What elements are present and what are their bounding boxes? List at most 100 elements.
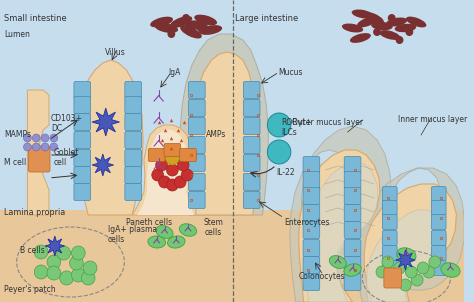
FancyBboxPatch shape — [384, 268, 401, 288]
FancyBboxPatch shape — [431, 261, 446, 275]
Ellipse shape — [441, 263, 460, 277]
Polygon shape — [132, 125, 201, 215]
FancyBboxPatch shape — [344, 172, 361, 188]
Text: Lamina propria: Lamina propria — [4, 208, 65, 217]
Circle shape — [174, 176, 186, 188]
Polygon shape — [290, 126, 392, 302]
Ellipse shape — [357, 17, 377, 27]
Circle shape — [394, 262, 405, 274]
FancyBboxPatch shape — [74, 114, 91, 130]
FancyBboxPatch shape — [189, 155, 205, 172]
Text: Peyer's patch: Peyer's patch — [4, 285, 55, 294]
Ellipse shape — [397, 248, 416, 262]
Ellipse shape — [194, 15, 217, 25]
FancyBboxPatch shape — [125, 114, 142, 130]
Circle shape — [41, 143, 49, 151]
Circle shape — [83, 261, 97, 275]
Circle shape — [24, 143, 31, 151]
FancyBboxPatch shape — [164, 143, 181, 156]
Polygon shape — [306, 162, 378, 302]
Ellipse shape — [156, 226, 173, 238]
FancyBboxPatch shape — [243, 137, 260, 153]
Polygon shape — [92, 108, 119, 136]
Circle shape — [47, 266, 61, 280]
Circle shape — [81, 271, 95, 285]
Ellipse shape — [170, 16, 192, 28]
FancyBboxPatch shape — [180, 149, 196, 162]
FancyBboxPatch shape — [431, 201, 446, 216]
Polygon shape — [45, 236, 64, 256]
Circle shape — [72, 268, 85, 282]
FancyBboxPatch shape — [189, 174, 205, 191]
Ellipse shape — [344, 264, 361, 276]
FancyBboxPatch shape — [303, 239, 320, 256]
FancyBboxPatch shape — [344, 204, 361, 221]
FancyBboxPatch shape — [189, 117, 205, 134]
Text: Lumen: Lumen — [4, 30, 30, 39]
Text: IL-22: IL-22 — [276, 168, 295, 177]
Polygon shape — [192, 52, 258, 215]
FancyBboxPatch shape — [344, 239, 361, 256]
FancyBboxPatch shape — [74, 149, 91, 166]
Circle shape — [267, 140, 291, 164]
FancyBboxPatch shape — [431, 230, 446, 246]
Circle shape — [47, 255, 61, 269]
Circle shape — [423, 266, 435, 278]
FancyBboxPatch shape — [344, 274, 361, 291]
Circle shape — [167, 30, 175, 38]
Ellipse shape — [386, 18, 407, 27]
Circle shape — [405, 266, 417, 278]
Circle shape — [388, 274, 400, 286]
Text: Colonocytes: Colonocytes — [299, 272, 345, 281]
FancyBboxPatch shape — [74, 166, 91, 184]
FancyBboxPatch shape — [383, 230, 397, 246]
FancyBboxPatch shape — [74, 82, 91, 98]
FancyBboxPatch shape — [431, 187, 446, 201]
Polygon shape — [365, 184, 456, 302]
Circle shape — [267, 113, 291, 137]
Circle shape — [396, 36, 403, 44]
Polygon shape — [27, 90, 49, 215]
Text: Enterocytes: Enterocytes — [284, 218, 329, 227]
Ellipse shape — [150, 17, 173, 27]
Circle shape — [155, 159, 167, 171]
Ellipse shape — [342, 24, 363, 33]
Text: AMPs: AMPs — [206, 130, 226, 139]
FancyBboxPatch shape — [383, 214, 397, 230]
Polygon shape — [137, 130, 194, 215]
Circle shape — [417, 262, 429, 274]
Circle shape — [152, 169, 164, 181]
FancyBboxPatch shape — [125, 184, 142, 201]
Ellipse shape — [352, 9, 373, 18]
Circle shape — [32, 134, 40, 142]
FancyBboxPatch shape — [303, 274, 320, 291]
FancyBboxPatch shape — [189, 82, 205, 98]
Ellipse shape — [179, 224, 197, 236]
Text: Outer mucus layer: Outer mucus layer — [292, 118, 364, 127]
Circle shape — [50, 143, 58, 151]
FancyBboxPatch shape — [383, 246, 397, 261]
FancyBboxPatch shape — [383, 201, 397, 216]
FancyBboxPatch shape — [125, 97, 142, 114]
Text: CD103+
DC: CD103+ DC — [51, 114, 83, 133]
FancyBboxPatch shape — [125, 166, 142, 184]
Text: Paneth cells: Paneth cells — [126, 218, 172, 227]
Text: Mucus: Mucus — [278, 68, 302, 77]
Circle shape — [376, 266, 388, 278]
Circle shape — [165, 151, 179, 165]
Text: Small intestine: Small intestine — [4, 14, 67, 23]
FancyBboxPatch shape — [28, 146, 50, 172]
Circle shape — [50, 134, 58, 142]
FancyBboxPatch shape — [74, 97, 91, 114]
Text: B cells: B cells — [19, 246, 45, 255]
Circle shape — [373, 28, 381, 36]
FancyBboxPatch shape — [344, 188, 361, 204]
Circle shape — [405, 28, 413, 36]
Circle shape — [388, 14, 396, 22]
FancyBboxPatch shape — [303, 172, 320, 188]
Circle shape — [182, 14, 190, 22]
Polygon shape — [299, 150, 380, 302]
FancyBboxPatch shape — [344, 156, 361, 174]
FancyBboxPatch shape — [431, 246, 446, 261]
Ellipse shape — [180, 25, 202, 39]
